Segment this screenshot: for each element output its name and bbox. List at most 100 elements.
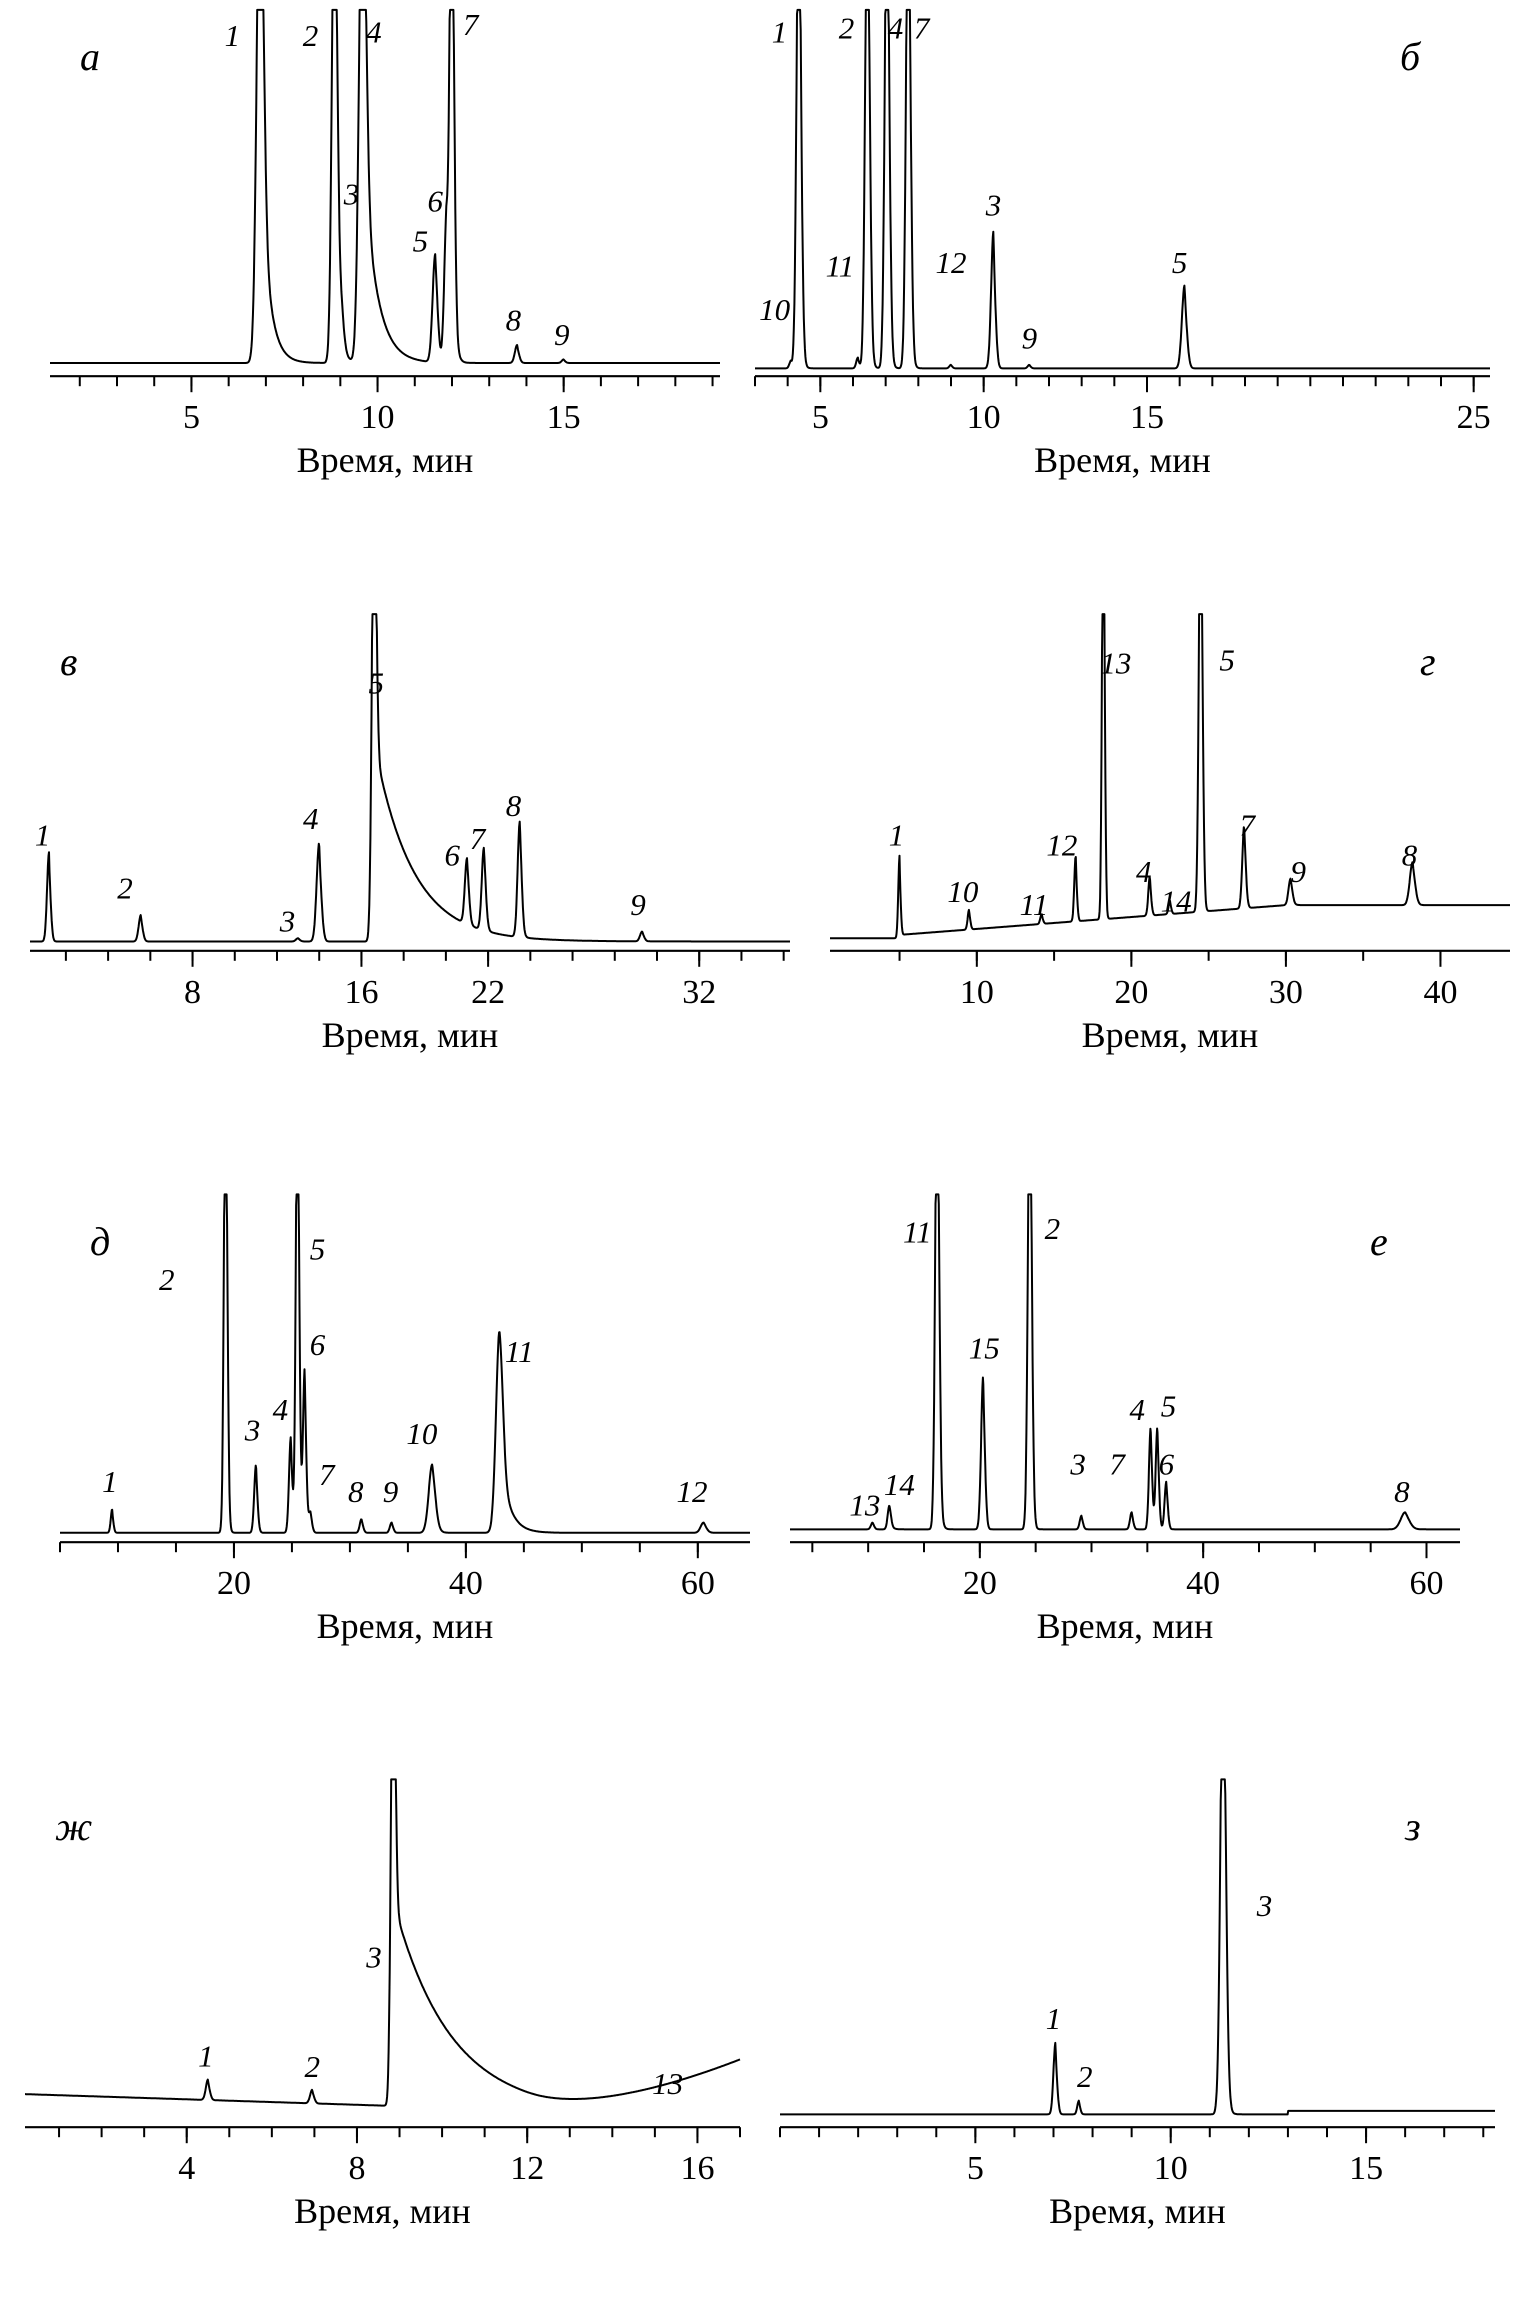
x-tick-label: 20 (217, 1565, 251, 1602)
chromatogram-panel-a: 5 10 15 Время, мин а 1 2 4 7 3 6 5 8 9 (49, 0, 721, 495)
signal-trace-f (789, 1193, 1461, 1531)
x-tick-label: 22 (471, 974, 505, 1011)
signal-trace-h (779, 1778, 1496, 2116)
peak-label-7: 7 (914, 11, 931, 46)
chromatogram-panel-d: 10 20 30 40 Время, мин г 1 10 11 12 13 4 14 5 7 9 8 (829, 605, 1511, 1060)
peak-label-4: 4 (303, 801, 319, 836)
peak-label-12: 12 (677, 1474, 708, 1509)
peak-label-5: 5 (1219, 642, 1235, 677)
peak-label-4: 4 (273, 1392, 289, 1427)
peak-label-13: 13 (1100, 646, 1131, 681)
panel-letter: в (60, 639, 77, 684)
peak-label-1: 1 (102, 1464, 118, 1499)
peak-label-15: 15 (969, 1330, 1000, 1365)
x-tick-label: 15 (1349, 2150, 1383, 2187)
peak-label-2: 2 (117, 871, 133, 906)
peak-label-6: 6 (444, 837, 460, 872)
x-axis-label: Время, мин (297, 440, 474, 480)
x-tick-label: 16 (680, 2150, 714, 2187)
peak-label-2: 2 (159, 1262, 175, 1297)
signal-trace-b (754, 8, 1491, 370)
peak-label-3: 3 (365, 1939, 382, 1974)
x-axis-label: Время, мин (1049, 2191, 1226, 2231)
peak-label-11: 11 (826, 249, 855, 284)
peak-label-8: 8 (506, 788, 522, 823)
peak-label-10: 10 (406, 1416, 438, 1451)
x-tick-label: 32 (682, 974, 716, 1011)
peak-label-7: 7 (319, 1457, 336, 1492)
peak-label-1: 1 (1046, 2001, 1062, 2036)
peak-label-7: 7 (463, 7, 480, 42)
peak-label-11: 11 (1020, 887, 1049, 922)
peak-label-1: 1 (225, 18, 241, 53)
x-axis-label: Время, мин (294, 2191, 471, 2231)
peak-label-3: 3 (244, 1412, 261, 1447)
chromatogram-panel-c: 8 16 22 32 Время, мин в 1 2 3 4 5 6 7 8 9 (29, 605, 791, 1060)
peak-label-9: 9 (554, 317, 570, 352)
peak-label-3: 3 (343, 176, 360, 211)
x-tick-label: 60 (681, 1565, 715, 1602)
x-tick-label: 10 (1154, 2150, 1188, 2187)
x-tick-label: 5 (967, 2150, 984, 2187)
chart-svg-a: 5 10 15 Время, мин а 1 2 4 7 3 6 5 8 9 (49, 7, 721, 480)
peak-label-14: 14 (884, 1467, 915, 1502)
signal-trace-d (829, 613, 1511, 940)
x-tick-label: 16 (344, 974, 378, 1011)
panel-letter: б (1400, 34, 1422, 79)
panel-letter: з (1404, 1804, 1421, 1849)
x-tick-label: 10 (967, 399, 1001, 436)
x-tick-label: 12 (510, 2150, 544, 2187)
x-tick-label: 40 (1186, 1565, 1220, 1602)
peak-label-5: 5 (368, 665, 384, 700)
peak-label-1: 1 (35, 818, 51, 853)
peak-label-3: 3 (985, 187, 1002, 222)
x-tick-label: 25 (1457, 399, 1491, 436)
peak-label-8: 8 (1402, 837, 1418, 872)
x-tick-label: 40 (1423, 974, 1457, 1011)
peak-label-4: 4 (1136, 854, 1152, 889)
peak-label-2: 2 (305, 2049, 321, 2084)
chromatogram-panel-f: 20 40 60 Время, мин е 13 14 11 15 2 3 7 4 5 6 8 (789, 1185, 1461, 1655)
peak-label-9: 9 (1022, 321, 1038, 356)
panel-letter: е (1370, 1219, 1388, 1264)
x-tick-label: 40 (449, 1565, 483, 1602)
peak-label-14: 14 (1161, 884, 1192, 919)
x-tick-label: 15 (547, 399, 581, 436)
peak-label-6: 6 (1159, 1447, 1175, 1482)
x-axis-label: Время, мин (317, 1606, 494, 1646)
peak-label-7: 7 (1240, 808, 1257, 843)
chart-svg-d: 10 20 30 40 Время, мин г 1 10 11 12 13 4 14 5 79 8 (829, 613, 1511, 1055)
peak-label-10: 10 (947, 874, 979, 909)
x-tick-label: 5 (812, 399, 829, 436)
peak-label-5: 5 (1161, 1389, 1177, 1424)
peak-label-2: 2 (1045, 1211, 1061, 1246)
x-tick-label: 20 (963, 1565, 997, 1602)
x-axis-label: Время, мин (1082, 1015, 1259, 1055)
x-axis-label: Время, мин (322, 1015, 499, 1055)
signal-trace-e (59, 1193, 751, 1534)
peak-label-4: 4 (366, 14, 382, 49)
x-tick-label: 15 (1130, 399, 1164, 436)
chromatogram-panel-e: 20 40 60 Время, мин д 1 2 3 4 5 6 7 8 9 10 11 12 (59, 1185, 751, 1655)
peak-label-12: 12 (1046, 828, 1077, 863)
chart-svg-h: 5 10 15 Время, мин з 12 3 (779, 1778, 1496, 2231)
peak-label-11: 11 (505, 1334, 534, 1369)
peak-label-5: 5 (1172, 245, 1188, 280)
panel-letter: г (1420, 639, 1436, 684)
x-tick-label: 8 (184, 974, 201, 1011)
peak-label-8: 8 (506, 303, 522, 338)
x-tick-label: 60 (1410, 1565, 1444, 1602)
peak-label-2: 2 (839, 11, 855, 46)
x-tick-label: 10 (960, 974, 994, 1011)
peak-label-6: 6 (310, 1327, 326, 1362)
panel-letter: д (90, 1219, 110, 1264)
peak-label-5: 5 (310, 1231, 326, 1266)
x-tick-label: 5 (183, 399, 200, 436)
signal-trace-a (49, 8, 721, 364)
x-axis-label: Время, мин (1034, 440, 1211, 480)
peak-label-8: 8 (1394, 1474, 1410, 1509)
